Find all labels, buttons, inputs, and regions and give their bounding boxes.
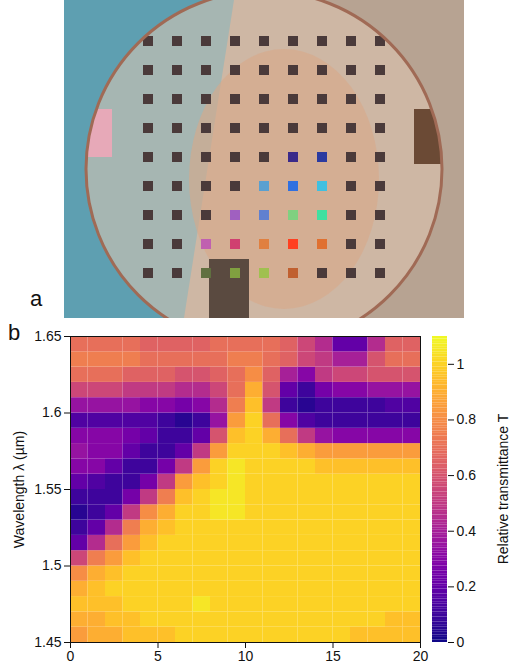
svg-text:0.8: 0.8 bbox=[457, 411, 477, 427]
svg-text:1: 1 bbox=[457, 356, 465, 372]
svg-text:15: 15 bbox=[325, 648, 341, 664]
svg-text:1.6: 1.6 bbox=[42, 404, 62, 420]
svg-text:Relative transmittance T: Relative transmittance T bbox=[495, 413, 511, 564]
svg-text:1.5: 1.5 bbox=[42, 557, 62, 573]
svg-text:1.45: 1.45 bbox=[34, 634, 61, 650]
svg-text:1.65: 1.65 bbox=[34, 328, 61, 344]
svg-text:0.2: 0.2 bbox=[457, 578, 477, 594]
svg-text:Wavelength λ (µm): Wavelength λ (µm) bbox=[11, 431, 27, 548]
svg-text:0: 0 bbox=[457, 634, 465, 650]
svg-text:5: 5 bbox=[154, 648, 162, 664]
svg-text:10: 10 bbox=[238, 648, 254, 664]
svg-text:0.6: 0.6 bbox=[457, 467, 477, 483]
svg-text:0.4: 0.4 bbox=[457, 523, 477, 539]
svg-text:1.55: 1.55 bbox=[34, 481, 61, 497]
html-text:b: b bbox=[8, 320, 21, 345]
svg-text:0: 0 bbox=[67, 648, 75, 664]
svg-text:20: 20 bbox=[413, 648, 429, 664]
html-text:a: a bbox=[30, 286, 43, 311]
